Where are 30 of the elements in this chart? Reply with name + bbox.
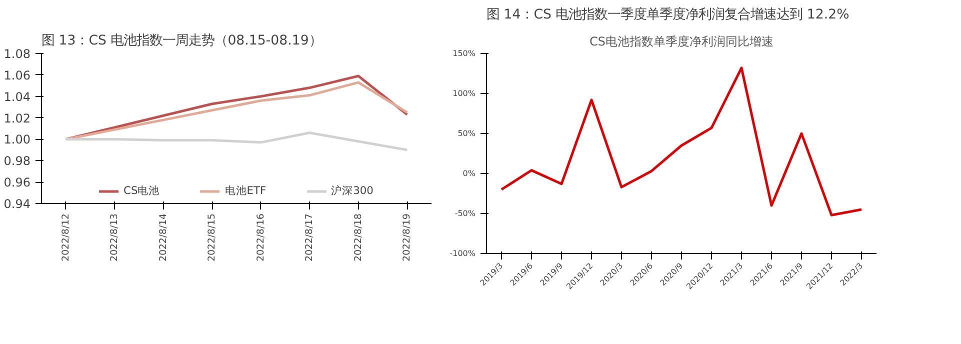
x-tick-label: 2022/8/16 bbox=[255, 213, 266, 262]
legend-label: CS电池 bbox=[124, 184, 160, 198]
y-tick-label: 1.06 bbox=[4, 68, 30, 82]
x-tick-label: 2022/8/13 bbox=[109, 213, 120, 262]
y-tick-label: 100% bbox=[452, 89, 476, 98]
chart-title: 图 14：CS 电池指数一季度单季度净利润复合增速达到 12.2% bbox=[486, 6, 850, 22]
y-tick-label: 0.96 bbox=[4, 176, 30, 190]
y-tick-label: -50% bbox=[454, 209, 476, 218]
y-tick-label: 1.04 bbox=[4, 90, 30, 104]
y-tick-label: 1.02 bbox=[4, 111, 30, 126]
y-tick-label: 1.08 bbox=[4, 47, 30, 61]
legend-label: 沪深300 bbox=[331, 184, 374, 198]
y-tick-label: 0.98 bbox=[4, 154, 30, 168]
y-tick-label: 150% bbox=[452, 49, 476, 58]
y-tick-label: -100% bbox=[450, 249, 476, 258]
line-series bbox=[500, 66, 863, 216]
chart-title: 图 13：CS 电池指数一周走势（08.15-08.19） bbox=[42, 34, 322, 48]
y-tick-label: 0.94 bbox=[4, 197, 30, 211]
x-tick-label: 2022/8/12 bbox=[60, 213, 72, 262]
x-tick-label: 2022/8/14 bbox=[158, 213, 169, 262]
x-tick-label: 2022/8/18 bbox=[352, 213, 364, 262]
y-tick-label: 50% bbox=[458, 129, 476, 138]
x-tick-label: 2022/8/19 bbox=[402, 213, 413, 262]
x-tick-label: 2022/8/15 bbox=[206, 213, 218, 262]
chart-subtitle: CS电池指数单季度净利润同比增速 bbox=[590, 34, 774, 48]
y-tick-label: 0% bbox=[462, 169, 476, 178]
y-tick-label: 1.00 bbox=[4, 132, 30, 147]
legend-label: 电池ETF bbox=[224, 184, 266, 198]
x-tick-label: 2022/8/17 bbox=[304, 213, 316, 262]
line-series bbox=[64, 132, 408, 152]
